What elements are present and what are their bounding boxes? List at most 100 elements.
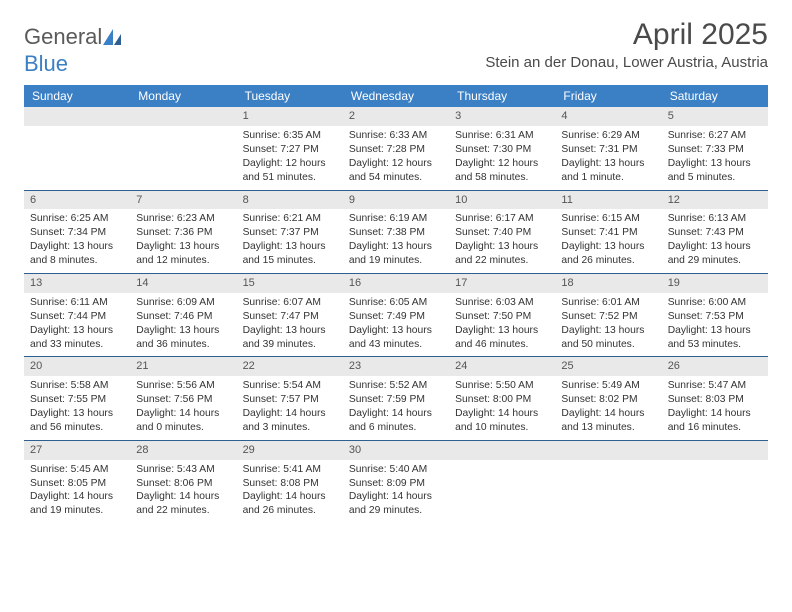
day-header-friday: Friday bbox=[555, 85, 661, 107]
day-sunset: Sunset: 7:27 PM bbox=[243, 143, 337, 157]
day-daylight1: Daylight: 12 hours bbox=[455, 157, 549, 171]
day-daylight1: Daylight: 13 hours bbox=[243, 240, 337, 254]
day-sunrise: Sunrise: 6:01 AM bbox=[561, 296, 655, 310]
day-sunset: Sunset: 7:41 PM bbox=[561, 226, 655, 240]
day-header-sunday: Sunday bbox=[24, 85, 130, 107]
day-sunrise: Sunrise: 5:41 AM bbox=[243, 463, 337, 477]
day-daylight2: and 1 minute. bbox=[561, 171, 655, 185]
day-sunset: Sunset: 8:00 PM bbox=[455, 393, 549, 407]
day-sunrise: Sunrise: 6:11 AM bbox=[30, 296, 124, 310]
day-sunset: Sunset: 7:59 PM bbox=[349, 393, 443, 407]
day-cell: 1Sunrise: 6:35 AMSunset: 7:27 PMDaylight… bbox=[237, 107, 343, 189]
day-daylight2: and 53 minutes. bbox=[668, 338, 762, 352]
day-number: 30 bbox=[343, 441, 449, 460]
day-cell: 16Sunrise: 6:05 AMSunset: 7:49 PMDayligh… bbox=[343, 274, 449, 356]
day-cell: 28Sunrise: 5:43 AMSunset: 8:06 PMDayligh… bbox=[130, 441, 236, 523]
day-number bbox=[555, 441, 661, 460]
day-sunrise: Sunrise: 6:27 AM bbox=[668, 129, 762, 143]
calendar-page: GeneralBlue April 2025 Stein an der Dona… bbox=[0, 0, 792, 541]
sail-icon bbox=[103, 25, 121, 51]
day-cell bbox=[555, 441, 661, 523]
day-header-monday: Monday bbox=[130, 85, 236, 107]
day-number: 13 bbox=[24, 274, 130, 293]
day-sunrise: Sunrise: 5:47 AM bbox=[668, 379, 762, 393]
day-number: 5 bbox=[662, 107, 768, 126]
day-number: 12 bbox=[662, 191, 768, 210]
day-daylight2: and 50 minutes. bbox=[561, 338, 655, 352]
day-cell: 20Sunrise: 5:58 AMSunset: 7:55 PMDayligh… bbox=[24, 357, 130, 439]
day-daylight2: and 3 minutes. bbox=[243, 421, 337, 435]
day-daylight1: Daylight: 12 hours bbox=[349, 157, 443, 171]
day-sunrise: Sunrise: 5:52 AM bbox=[349, 379, 443, 393]
day-daylight1: Daylight: 13 hours bbox=[668, 324, 762, 338]
day-sunrise: Sunrise: 6:29 AM bbox=[561, 129, 655, 143]
day-number: 15 bbox=[237, 274, 343, 293]
day-cell bbox=[449, 441, 555, 523]
title-block: April 2025 Stein an der Donau, Lower Aus… bbox=[485, 18, 768, 71]
day-number: 23 bbox=[343, 357, 449, 376]
day-daylight1: Daylight: 13 hours bbox=[668, 157, 762, 171]
day-daylight2: and 19 minutes. bbox=[30, 504, 124, 518]
day-daylight1: Daylight: 13 hours bbox=[455, 324, 549, 338]
day-daylight1: Daylight: 14 hours bbox=[136, 490, 230, 504]
day-sunrise: Sunrise: 5:50 AM bbox=[455, 379, 549, 393]
day-sunset: Sunset: 7:50 PM bbox=[455, 310, 549, 324]
day-daylight2: and 10 minutes. bbox=[455, 421, 549, 435]
day-sunrise: Sunrise: 6:21 AM bbox=[243, 212, 337, 226]
day-daylight2: and 51 minutes. bbox=[243, 171, 337, 185]
day-number: 14 bbox=[130, 274, 236, 293]
day-number: 20 bbox=[24, 357, 130, 376]
day-number: 22 bbox=[237, 357, 343, 376]
day-header-saturday: Saturday bbox=[662, 85, 768, 107]
day-sunset: Sunset: 7:40 PM bbox=[455, 226, 549, 240]
day-daylight2: and 12 minutes. bbox=[136, 254, 230, 268]
day-cell: 19 Sunrise: 6:00 AMSunset: 7:53 PMDayligh… bbox=[662, 274, 768, 356]
day-daylight1: Daylight: 13 hours bbox=[561, 324, 655, 338]
day-cell: 11Sunrise: 6:15 AMSunset: 7:41 PMDayligh… bbox=[555, 191, 661, 273]
day-daylight2: and 13 minutes. bbox=[561, 421, 655, 435]
day-sunset: Sunset: 7:53 PM bbox=[668, 310, 762, 324]
day-sunrise: Sunrise: 6:31 AM bbox=[455, 129, 549, 143]
page-header: GeneralBlue April 2025 Stein an der Dona… bbox=[24, 18, 768, 77]
day-number bbox=[449, 441, 555, 460]
day-daylight1: Daylight: 13 hours bbox=[349, 324, 443, 338]
day-daylight2: and 5 minutes. bbox=[668, 171, 762, 185]
day-cell: 21Sunrise: 5:56 AMSunset: 7:56 PMDayligh… bbox=[130, 357, 236, 439]
day-sunset: Sunset: 8:05 PM bbox=[30, 477, 124, 491]
day-sunset: Sunset: 8:08 PM bbox=[243, 477, 337, 491]
day-sunset: Sunset: 8:03 PM bbox=[668, 393, 762, 407]
day-header-wednesday: Wednesday bbox=[343, 85, 449, 107]
brand-name-part1: General bbox=[24, 24, 102, 49]
day-cell: 24Sunrise: 5:50 AMSunset: 8:00 PMDayligh… bbox=[449, 357, 555, 439]
day-cell: 7Sunrise: 6:23 AMSunset: 7:36 PMDaylight… bbox=[130, 191, 236, 273]
day-sunset: Sunset: 7:56 PM bbox=[136, 393, 230, 407]
day-daylight1: Daylight: 14 hours bbox=[136, 407, 230, 421]
day-number: 3 bbox=[449, 107, 555, 126]
day-sunset: Sunset: 8:09 PM bbox=[349, 477, 443, 491]
day-sunrise: Sunrise: 5:40 AM bbox=[349, 463, 443, 477]
day-sunrise: Sunrise: 6:07 AM bbox=[243, 296, 337, 310]
month-title: April 2025 bbox=[485, 18, 768, 52]
day-cell bbox=[130, 107, 236, 189]
day-daylight2: and 22 minutes. bbox=[136, 504, 230, 518]
day-number: 25 bbox=[555, 357, 661, 376]
day-daylight1: Daylight: 13 hours bbox=[349, 240, 443, 254]
day-daylight2: and 16 minutes. bbox=[668, 421, 762, 435]
day-cell: 17Sunrise: 6:03 AMSunset: 7:50 PMDayligh… bbox=[449, 274, 555, 356]
week-row: 6Sunrise: 6:25 AMSunset: 7:34 PMDaylight… bbox=[24, 191, 768, 274]
day-number: 10 bbox=[449, 191, 555, 210]
day-sunset: Sunset: 7:30 PM bbox=[455, 143, 549, 157]
day-sunrise: Sunrise: 6:17 AM bbox=[455, 212, 549, 226]
day-header-tuesday: Tuesday bbox=[237, 85, 343, 107]
day-daylight2: and 19 minutes. bbox=[349, 254, 443, 268]
day-daylight2: and 26 minutes. bbox=[243, 504, 337, 518]
week-row: 1Sunrise: 6:35 AMSunset: 7:27 PMDaylight… bbox=[24, 107, 768, 190]
day-number: 19 bbox=[662, 274, 768, 293]
day-cell bbox=[662, 441, 768, 523]
day-daylight2: and 26 minutes. bbox=[561, 254, 655, 268]
day-sunrise: Sunrise: 5:45 AM bbox=[30, 463, 124, 477]
day-number: 28 bbox=[130, 441, 236, 460]
day-sunrise: Sunrise: 6:00 AM bbox=[668, 296, 762, 310]
day-daylight2: and 22 minutes. bbox=[455, 254, 549, 268]
day-cell: 27Sunrise: 5:45 AMSunset: 8:05 PMDayligh… bbox=[24, 441, 130, 523]
